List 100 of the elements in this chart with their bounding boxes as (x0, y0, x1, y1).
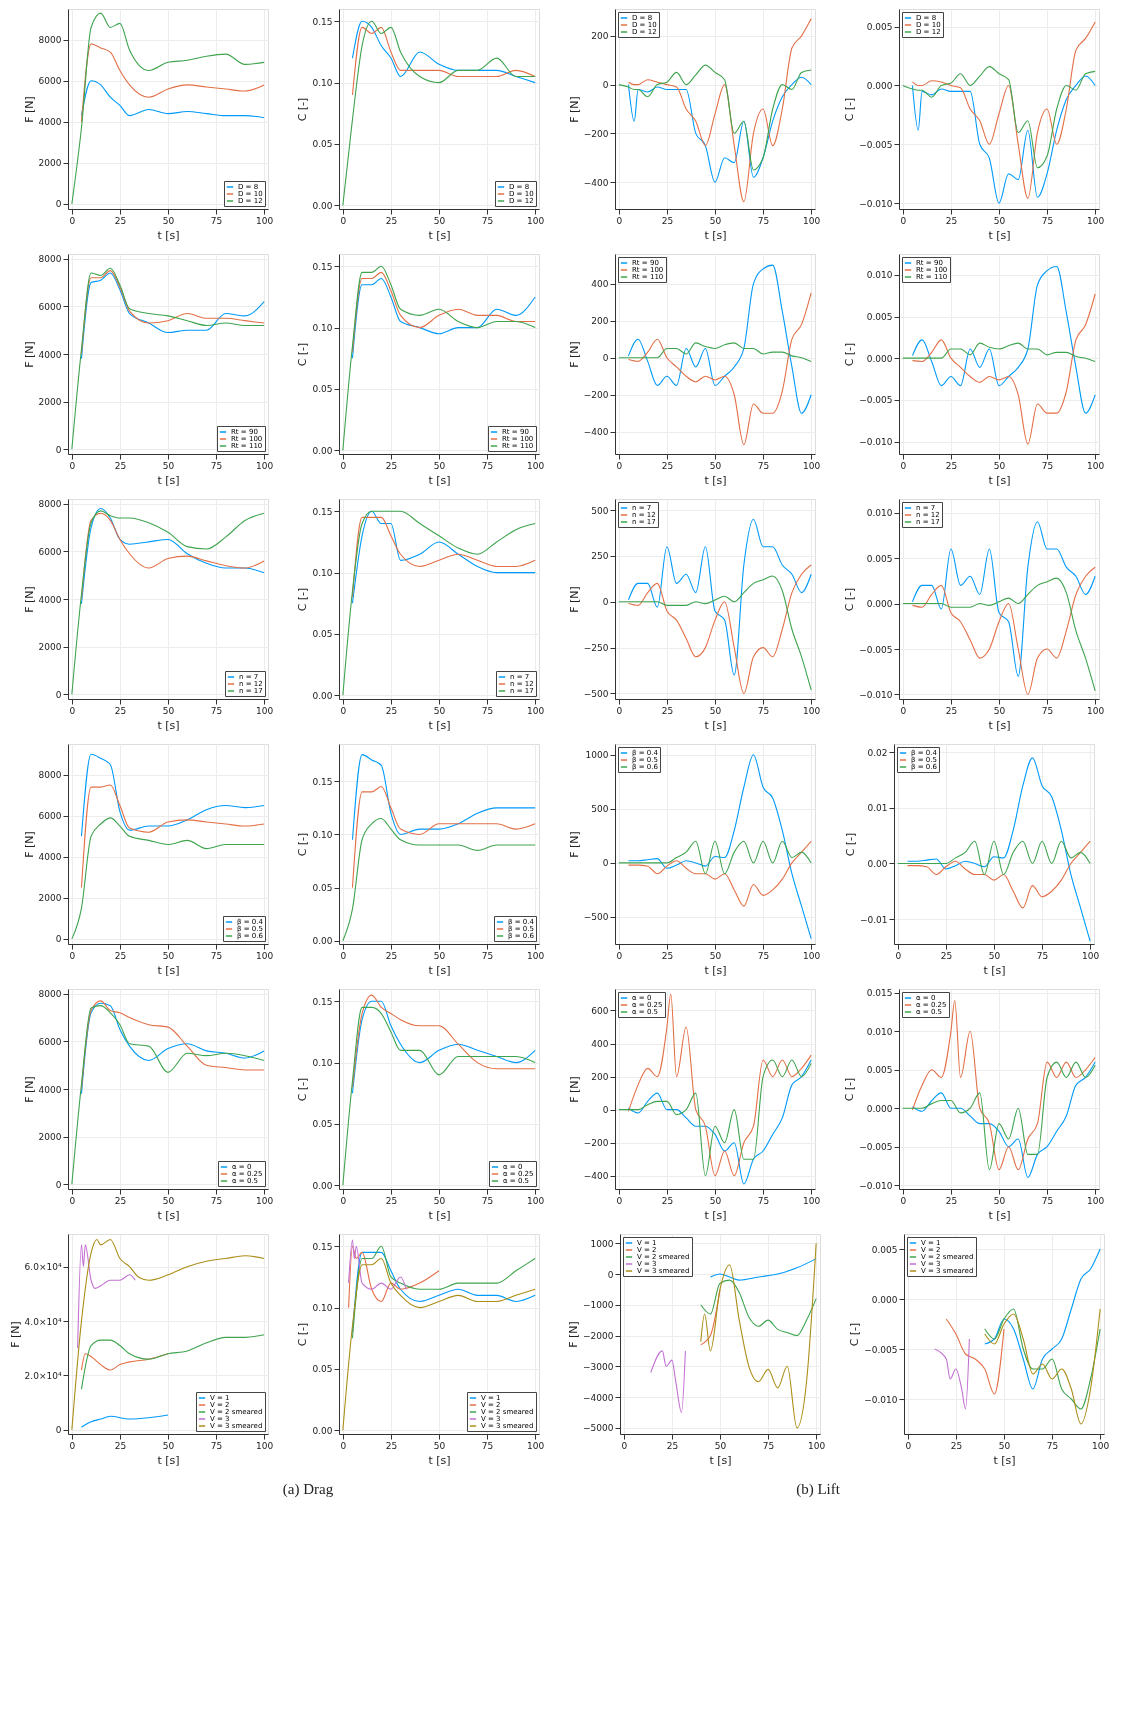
y-axis-title: F [N] (567, 96, 581, 123)
x-tick-label: 100 (527, 1195, 545, 1206)
y-tick-label: 0.00 (312, 690, 333, 701)
y-axis-title: F [N] (567, 831, 581, 858)
line-series (71, 817, 265, 940)
x-tick-label: 50 (433, 1440, 446, 1451)
x-tick-label: 25 (114, 215, 127, 226)
x-tick-label: 50 (993, 460, 1006, 471)
line-series (911, 75, 1096, 204)
y-tick-label: 0.000 (871, 1294, 898, 1305)
x-axis-title: t [s] (157, 473, 180, 487)
line-series (700, 1242, 817, 1429)
x-tick-label: 25 (385, 460, 398, 471)
x-tick-label: 50 (714, 1440, 727, 1451)
x-tick-label: 100 (1087, 215, 1105, 226)
x-tick-label: 75 (481, 705, 494, 716)
y-tick-label: 2.0×10⁴ (24, 1371, 62, 1381)
y-tick-label: 0.15 (312, 1241, 333, 1252)
x-tick-label: 0 (69, 1440, 76, 1451)
x-tick-label: 75 (481, 1440, 494, 1451)
y-axis-title: F [N] (22, 831, 36, 858)
x-tick-label: 75 (210, 1195, 223, 1206)
x-tick-label: 25 (945, 1195, 958, 1206)
x-tick-label: 75 (1046, 1440, 1059, 1451)
x-tick-label: 100 (1092, 1440, 1110, 1451)
x-tick-label: 50 (433, 950, 446, 961)
y-tick-label: −500 (583, 912, 609, 923)
line-series (71, 12, 265, 205)
x-axis-title: t [s] (704, 963, 727, 977)
y-tick-label: −0.010 (859, 437, 893, 447)
y-tick-label: 0.010 (866, 270, 893, 281)
line-series (627, 292, 812, 446)
line-series (902, 66, 1096, 169)
x-tick-label: 0 (621, 1440, 628, 1451)
line-series (945, 1318, 1005, 1395)
y-tick-label: 0.00 (312, 936, 333, 947)
y-tick-label: 4000 (38, 852, 62, 863)
x-tick-label: 50 (162, 215, 175, 226)
x-tick-label: 100 (1087, 705, 1105, 716)
x-tick-label: 100 (256, 460, 274, 471)
x-tick-label: 0 (340, 950, 347, 961)
x-axis-title: t [s] (428, 718, 451, 732)
y-tick-label: 0.05 (312, 1119, 333, 1130)
x-axis-title: t [s] (428, 1208, 451, 1222)
x-tick-label: 50 (162, 1440, 175, 1451)
line-series (650, 1350, 686, 1414)
y-tick-label: 0 (602, 858, 609, 869)
x-tick-label: 75 (757, 460, 770, 471)
x-tick-label: 25 (940, 950, 953, 961)
y-tick-label: 0.02 (867, 747, 888, 758)
y-tick-label: 6000 (38, 1036, 62, 1047)
y-tick-label: 0.15 (312, 16, 333, 27)
y-tick-label: −250 (583, 643, 609, 654)
line-series (342, 20, 536, 206)
y-tick-label: −5000 (583, 1423, 614, 1434)
line-series (80, 43, 265, 123)
y-tick-label: 0.000 (866, 1103, 893, 1114)
y-tick-label: −0.005 (859, 395, 893, 406)
y-axis-title: F [N] (567, 1076, 581, 1103)
y-tick-label: 2000 (38, 1132, 62, 1143)
y-tick-label: 8000 (38, 770, 62, 781)
y-tick-label: 0.05 (312, 384, 333, 395)
y-tick-label: −0.010 (859, 1180, 893, 1191)
x-tick-label: 0 (616, 950, 623, 961)
line-series (351, 786, 536, 889)
y-tick-label: 6000 (38, 76, 62, 87)
x-tick-label: 75 (481, 950, 494, 961)
line-series (984, 1248, 1101, 1390)
y-axis-title: F [N] (22, 96, 36, 123)
x-tick-label: 50 (709, 1195, 722, 1206)
x-tick-label: 100 (256, 705, 274, 716)
y-tick-label: 2000 (38, 642, 62, 653)
y-tick-label: −400 (583, 177, 609, 188)
x-axis-title: t [s] (988, 228, 1011, 242)
line-series (71, 1005, 265, 1185)
x-tick-label: 0 (69, 460, 76, 471)
x-tick-label: 75 (762, 1440, 775, 1451)
x-tick-label: 25 (661, 215, 674, 226)
y-axis-title: F [N] (22, 1076, 36, 1103)
x-axis-title: t [s] (157, 718, 180, 732)
y-tick-label: 0.00 (312, 200, 333, 211)
y-tick-label: −0.010 (859, 689, 893, 700)
y-tick-label: 0.05 (312, 883, 333, 894)
y-tick-label: 500 (591, 804, 609, 815)
y-axis-title: C [-] (843, 1077, 857, 1102)
y-tick-label: 0.010 (866, 508, 893, 519)
x-tick-label: 75 (1041, 215, 1054, 226)
y-tick-label: 0 (55, 199, 62, 210)
y-tick-label: −200 (583, 128, 609, 139)
y-tick-label: 8000 (38, 499, 62, 510)
y-axis-title: C [-] (296, 1322, 310, 1347)
y-axis-title: F [N] (567, 1321, 581, 1348)
y-axis-title: F [N] (22, 341, 36, 368)
x-tick-label: 25 (945, 705, 958, 716)
line-series (627, 76, 812, 183)
x-tick-label: 0 (900, 460, 907, 471)
x-tick-label: 25 (114, 460, 127, 471)
x-tick-label: 75 (757, 950, 770, 961)
x-tick-label: 75 (1041, 705, 1054, 716)
x-axis-title: t [s] (157, 1453, 180, 1467)
